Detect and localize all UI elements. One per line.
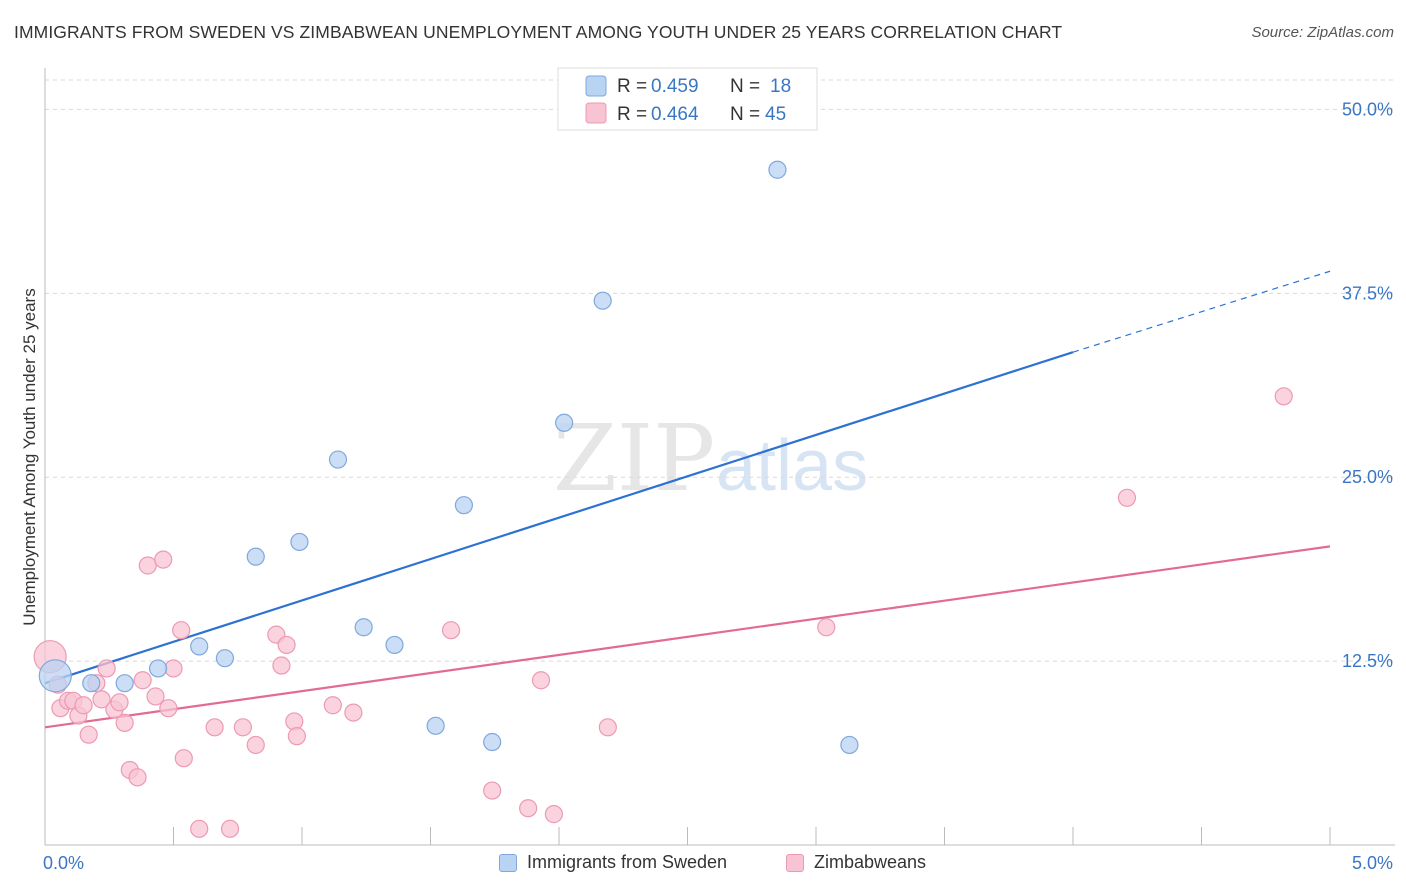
point-zimbabweans-35 [344, 703, 363, 722]
point-zimbabweans-43 [1117, 488, 1137, 507]
point-sweden-16 [768, 160, 787, 179]
point-zimbabweans-17 [138, 556, 157, 575]
legend-swatch-sweden-bottom [499, 853, 517, 872]
legend-item-sweden: Immigrants from Sweden [499, 852, 727, 873]
trendline-sweden-extension [1072, 270, 1331, 353]
legend-r-label-zimbabweans: R = [617, 104, 647, 125]
legend-label-sweden: Immigrants from Sweden [527, 852, 728, 872]
point-zimbabweans-30 [272, 656, 291, 675]
point-sweden-9 [354, 618, 373, 637]
point-zimbabweans-20 [159, 699, 178, 718]
point-zimbabweans-13 [115, 713, 134, 732]
point-zimbabweans-6 [74, 696, 93, 715]
point-sweden-14 [555, 413, 574, 432]
legend-n-value-zimbabweans: 45 [765, 104, 786, 125]
point-sweden-13 [483, 732, 502, 752]
point-zimbabweans-33 [287, 727, 306, 746]
point-zimbabweans-12 [110, 693, 129, 712]
point-zimbabweans-7 [79, 725, 98, 744]
watermark-atlas: atlas [716, 426, 868, 506]
legend-item-zimbabweans: Zimbabweans [786, 852, 926, 873]
point-sweden-15 [593, 291, 612, 310]
point-zimbabweans-42 [817, 618, 836, 637]
point-sweden-10 [385, 635, 404, 655]
legend-r-value-sweden: 0.459 [651, 76, 699, 97]
point-zimbabweans-24 [190, 819, 209, 838]
point-sweden-12 [454, 496, 474, 515]
y-axis-label: Unemployment Among Youth under 25 years [20, 288, 39, 625]
legend-n-label-sweden: N = [730, 76, 760, 97]
legend-r-label-sweden: R = [617, 76, 647, 97]
point-zimbabweans-16 [133, 671, 152, 690]
point-zimbabweans-27 [233, 718, 252, 737]
point-zimbabweans-36 [441, 621, 461, 640]
point-zimbabweans-39 [531, 671, 551, 690]
point-sweden-2 [115, 674, 134, 693]
y-tick-label-0: 12.5% [1342, 651, 1393, 671]
point-sweden-7 [290, 532, 309, 552]
chart-title: IMMIGRANTS FROM SWEDEN VS ZIMBABWEAN UNE… [14, 22, 1063, 42]
chart-source: Source: ZipAtlas.com [1251, 24, 1394, 41]
series-legend: Immigrants from Sweden Zimbabweans [0, 852, 1406, 878]
x-tick-label-min: 0.0% [43, 853, 84, 873]
point-sweden-3 [148, 659, 168, 678]
point-zimbabweans-9 [92, 690, 111, 709]
y-tick-label-1: 25.0% [1342, 467, 1393, 487]
point-sweden-4 [190, 637, 209, 656]
watermark-zip: ZIP [553, 405, 715, 512]
legend-r-value-zimbabweans: 0.464 [651, 104, 699, 125]
point-zimbabweans-37 [483, 781, 502, 800]
y-tick-label-2: 37.5% [1342, 283, 1393, 303]
legend-swatch-zimbabweans [585, 102, 607, 124]
point-sweden-0 [38, 659, 72, 693]
trendline-zimbabweans [44, 545, 1331, 729]
point-sweden-8 [328, 450, 348, 469]
point-sweden-11 [426, 716, 445, 735]
point-zimbabweans-40 [544, 805, 563, 824]
point-zimbabweans-10 [97, 659, 116, 678]
point-zimbabweans-41 [598, 718, 617, 737]
point-zimbabweans-18 [146, 687, 165, 706]
x-tick-label-max: 5.0% [1352, 853, 1393, 873]
point-zimbabweans-25 [205, 718, 224, 737]
point-sweden-6 [246, 547, 265, 566]
point-sweden-5 [215, 649, 234, 668]
point-sweden-17 [840, 735, 859, 755]
y-tick-label-3: 50.0% [1342, 99, 1393, 119]
point-zimbabweans-28 [246, 735, 265, 755]
point-zimbabweans-34 [323, 696, 342, 715]
point-zimbabweans-44 [1274, 387, 1293, 406]
point-sweden-1 [82, 674, 101, 693]
point-zimbabweans-31 [277, 635, 296, 655]
stats-legend: R = 0.459 N = 18 R = 0.464 N = 45 [557, 67, 818, 131]
point-zimbabweans-21 [164, 659, 183, 678]
legend-n-label-zimbabweans: N = [730, 104, 760, 125]
legend-swatch-sweden [585, 75, 607, 97]
legend-n-value-sweden: 18 [770, 76, 791, 97]
point-zimbabweans-15 [128, 768, 147, 787]
point-zimbabweans-32 [285, 712, 304, 731]
point-zimbabweans-22 [172, 621, 191, 640]
point-zimbabweans-26 [220, 819, 240, 838]
point-zimbabweans-38 [519, 799, 538, 818]
trendline-sweden [44, 351, 1074, 685]
legend-label-zimbabweans: Zimbabweans [814, 852, 927, 872]
point-zimbabweans-23 [174, 749, 193, 768]
point-zimbabweans-19 [154, 550, 173, 569]
legend-swatch-zimbabweans-bottom [786, 853, 804, 872]
